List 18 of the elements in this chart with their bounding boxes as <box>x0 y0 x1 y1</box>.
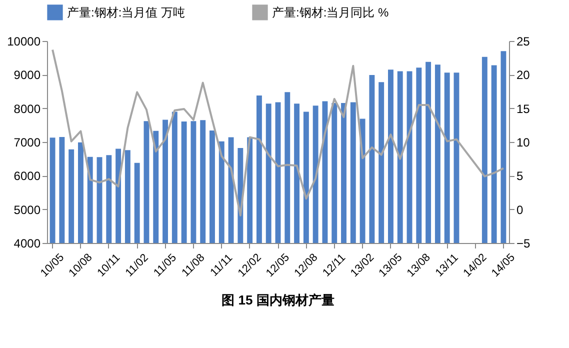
y-tick-label: 7000 <box>14 136 41 150</box>
legend-label: 产量:钢材:当月同比 % <box>272 5 389 20</box>
y-tick-label: 8000 <box>14 102 41 116</box>
y2-tick-label: 5 <box>516 169 524 184</box>
y2-tick-label: 25 <box>516 34 530 48</box>
line-series <box>52 48 504 216</box>
y2-tick-label: 0 <box>516 202 524 217</box>
y-tick-label: 10000 <box>7 34 41 48</box>
y2-tick-label: −5 <box>516 236 531 250</box>
y-tick-label: 6000 <box>14 169 41 184</box>
text: 图 15 国内钢材产量 <box>222 292 334 308</box>
y2-tick-label: 10 <box>516 136 530 150</box>
legend-label: 产量:钢材:当月值 万吨 <box>67 5 186 20</box>
y2-tick-label: 15 <box>516 102 530 116</box>
y2-tick-label: 20 <box>516 68 530 82</box>
y-tick-label: 4000 <box>14 236 41 250</box>
y-tick-label: 5000 <box>14 202 41 217</box>
y-tick-label: 9000 <box>14 68 41 82</box>
